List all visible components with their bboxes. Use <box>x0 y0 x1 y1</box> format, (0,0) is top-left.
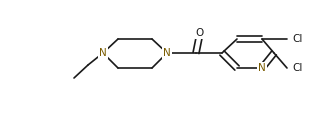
Text: N: N <box>258 63 266 73</box>
Text: Cl: Cl <box>292 34 303 44</box>
Text: N: N <box>99 48 107 58</box>
Text: Cl: Cl <box>292 63 303 73</box>
Text: N: N <box>163 48 171 58</box>
Text: O: O <box>196 28 204 38</box>
